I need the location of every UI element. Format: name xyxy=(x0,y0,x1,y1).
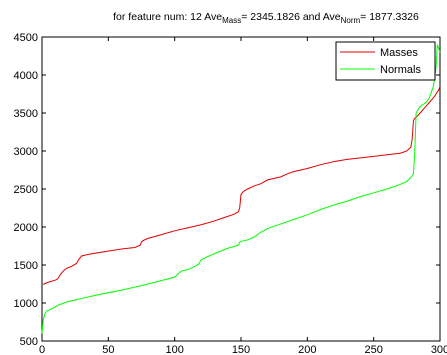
x-axis: 0 50 100 150 200 250 300 xyxy=(39,37,447,355)
x-tick-label: 300 xyxy=(431,344,447,355)
y-tick-label: 1000 xyxy=(14,298,38,310)
y-tick-label: 1500 xyxy=(14,260,38,272)
y-axis: 500 1000 1500 2000 2500 3000 3500 4000 4500 xyxy=(14,32,440,348)
series-lines xyxy=(41,44,441,334)
legend-label-masses: Masses xyxy=(380,47,418,59)
y-tick-label: 2500 xyxy=(14,184,38,196)
x-tick-label: 150 xyxy=(232,344,250,355)
chart-title: for feature num: 12 AveMass= 2345.1826 a… xyxy=(113,11,419,25)
x-tick-label: 50 xyxy=(102,344,114,355)
y-tick-label: 2000 xyxy=(14,222,38,234)
chart-title-subscript-mass: Mass xyxy=(222,16,241,25)
series-line-masses xyxy=(43,86,441,286)
y-tick-label: 3000 xyxy=(14,146,38,158)
y-tick-label: 4500 xyxy=(14,32,38,44)
chart-title-prefix: for feature num: 12 Ave xyxy=(113,11,222,23)
legend: Masses Normals xyxy=(335,41,436,81)
x-tick-label: 0 xyxy=(39,344,45,355)
legend-box xyxy=(335,41,436,81)
plot-area xyxy=(41,36,441,342)
chart-title-suffix: = 1877.3326 xyxy=(360,11,419,23)
y-tick-label: 500 xyxy=(20,336,38,348)
series-line-normals xyxy=(41,44,441,334)
chart-title-subscript-norm: Norm xyxy=(341,16,361,25)
x-tick-label: 200 xyxy=(298,344,316,355)
chart-title-mid: = 2345.1826 and Ave xyxy=(241,11,341,23)
x-tick-label: 100 xyxy=(165,344,183,355)
x-tick-label: 250 xyxy=(364,344,382,355)
y-tick-label: 3500 xyxy=(14,108,38,120)
y-tick-label: 4000 xyxy=(14,70,38,82)
legend-label-normals: Normals xyxy=(380,64,421,76)
plot-frame xyxy=(41,36,441,342)
